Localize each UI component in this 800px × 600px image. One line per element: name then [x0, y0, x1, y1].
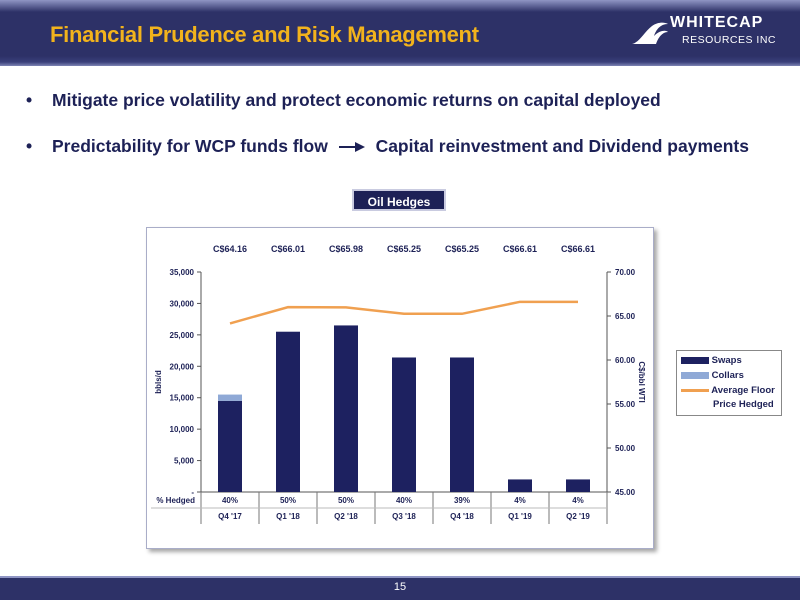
legend-item-swaps: Swaps: [681, 355, 742, 366]
price-label: C$66.01: [271, 244, 305, 254]
legend-label: Collars: [711, 370, 744, 381]
legend-item-floor-price-cont: Price Hedged: [713, 399, 774, 410]
bar-swaps: [392, 357, 416, 492]
bullet-item: • Mitigate price volatility and protect …: [26, 90, 796, 136]
hedged-pct-label: 50%: [280, 496, 296, 505]
oil-hedges-badge: Oil Hedges: [352, 189, 446, 211]
x-tick-label: Q2 '18: [334, 512, 358, 521]
price-label: C$65.98: [329, 244, 363, 254]
legend-swatch-collars: [681, 371, 709, 379]
page-number: 15: [393, 581, 407, 593]
right-arrow-icon: [338, 142, 365, 153]
bar-swaps: [276, 331, 300, 492]
y-tick-label: 5,000: [174, 457, 195, 466]
bar-swaps: [334, 325, 358, 492]
x-tick-label: Q3 '18: [392, 512, 416, 521]
logo-wordmark: WHITECAP: [670, 14, 764, 31]
y2-axis-title: C$/bbl WTI: [637, 361, 646, 402]
company-logo: WHITECAP RESOURCES INC: [630, 12, 790, 56]
hedged-pct-label: 40%: [396, 496, 412, 505]
y2-tick-label: 70.00: [615, 268, 636, 277]
bar-swaps: [566, 479, 590, 492]
bullet-item: • Predictability for WCP funds flow Capi…: [26, 136, 796, 182]
legend-swatch-floor-price: [681, 388, 709, 392]
y-tick-label: 20,000: [170, 362, 195, 371]
footer-stripe: [0, 576, 800, 578]
x-tick-label: Q1 '18: [276, 512, 300, 521]
slide-header: Financial Prudence and Risk Management W…: [0, 0, 800, 66]
y2-tick-label: 50.00: [615, 444, 636, 453]
hedged-pct-label: 4%: [572, 496, 584, 505]
chart-legend: Swaps Collars Average Floor Price Hedged: [676, 350, 782, 416]
y-tick-label: 10,000: [170, 425, 195, 434]
bullet-dot-icon: •: [26, 90, 33, 110]
bullet-text: Mitigate price volatility and protect ec…: [52, 90, 661, 110]
y-axis-title: bbls/d: [154, 370, 163, 394]
bullet-text-left: Predictability for WCP funds flow: [52, 136, 328, 156]
x-tick-label: Q2 '19: [566, 512, 590, 521]
bullet-list: • Mitigate price volatility and protect …: [26, 90, 796, 182]
oil-hedges-chart: - 5,000 10,000 15,000 20,000 25,000 30,000 35,0…: [151, 244, 646, 524]
bar-collars: [218, 394, 242, 401]
y-tick-label: 15,000: [170, 394, 195, 403]
x-tick-label: Q4 '17: [218, 512, 242, 521]
legend-swatch-swaps: [681, 356, 709, 364]
y2-tick-label: 45.00: [615, 488, 636, 497]
y2-tick-label: 55.00: [615, 400, 636, 409]
x-tick-label: Q4 '18: [450, 512, 474, 521]
legend-label: Average Floor: [711, 385, 775, 396]
bullet-text-right: Capital reinvestment and Dividend paymen…: [375, 136, 749, 156]
bar-swaps: [218, 400, 242, 492]
chart-frame: - 5,000 10,000 15,000 20,000 25,000 30,000 35,0…: [146, 227, 654, 549]
header-top-stripe: [0, 0, 800, 12]
slide-title: Financial Prudence and Risk Management: [50, 22, 479, 47]
y2-tick-label: 65.00: [615, 312, 636, 321]
hedged-pct-label: 50%: [338, 496, 354, 505]
logo-subtitle: RESOURCES INC: [682, 34, 777, 46]
price-label: C$64.16: [213, 244, 247, 254]
price-label: C$65.25: [387, 244, 421, 254]
legend-label: Price Hedged: [713, 399, 774, 410]
hedged-pct-label: 4%: [514, 496, 526, 505]
whitecap-wave-icon: [632, 22, 668, 44]
bar-swaps: [508, 479, 532, 492]
legend-item-floor-price: Average Floor: [681, 385, 775, 396]
hedged-pct-label: 39%: [454, 496, 470, 505]
y-tick-label: -: [191, 488, 194, 497]
y2-tick-label: 60.00: [615, 356, 636, 365]
legend-item-collars: Collars: [681, 370, 744, 381]
bar-swaps: [450, 357, 474, 492]
price-label: C$65.25: [445, 244, 479, 254]
bullet-dot-icon: •: [26, 136, 33, 156]
hedged-row-label: % Hedged: [156, 496, 195, 505]
legend-label: Swaps: [711, 355, 742, 366]
x-tick-label: Q1 '19: [508, 512, 532, 521]
hedged-pct-label: 40%: [222, 496, 238, 505]
y-tick-label: 35,000: [170, 268, 195, 277]
price-label: C$66.61: [561, 244, 595, 254]
price-label: C$66.61: [503, 244, 537, 254]
line-average-floor-price: [229, 300, 578, 325]
bullet-text: Predictability for WCP funds flow Capita…: [52, 136, 749, 157]
y-tick-label: 30,000: [170, 299, 195, 308]
y-tick-label: 25,000: [170, 331, 195, 340]
slide-footer: [0, 578, 800, 600]
